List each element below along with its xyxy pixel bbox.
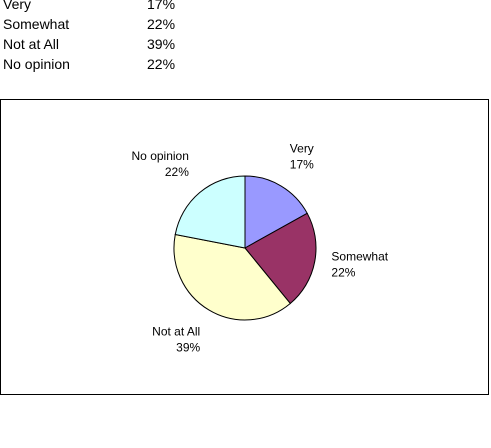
pie-slice-somewhat xyxy=(244,212,317,305)
pie-slices xyxy=(173,175,317,321)
row-label: Not at All xyxy=(3,36,60,52)
pie-chart: Very 17% Somewhat 22% Not at All 39% No opinio… xyxy=(132,141,389,354)
row-value: 22% xyxy=(147,16,176,32)
row-label: No opinion xyxy=(3,56,70,72)
slice-percent-label: 22% xyxy=(165,165,189,179)
pie-slice-not-at-all xyxy=(173,233,291,321)
slice-category-label: Very xyxy=(290,141,314,155)
pie-labels: Very 17% Somewhat 22% Not at All 39% No opinio… xyxy=(132,141,389,354)
slice-category-label: Somewhat xyxy=(331,250,388,264)
row-value: 17% xyxy=(147,0,176,12)
pie-slice-no-opinion xyxy=(174,175,246,249)
pie-chart-area: Very 17% Somewhat 22% Not at All 39% No opinio… xyxy=(0,99,489,395)
row-value: 39% xyxy=(147,36,176,52)
slice-percent-label: 17% xyxy=(290,157,314,171)
slice-percent-label: 39% xyxy=(176,341,200,355)
row-label: Somewhat xyxy=(3,16,70,32)
row-value: 22% xyxy=(147,56,176,72)
slice-category-label: No opinion xyxy=(132,149,189,163)
row-label: Very xyxy=(3,0,32,12)
slice-percent-label: 22% xyxy=(331,266,355,280)
slice-category-label: Not at All xyxy=(152,325,200,339)
pie-slice-very xyxy=(244,175,308,249)
